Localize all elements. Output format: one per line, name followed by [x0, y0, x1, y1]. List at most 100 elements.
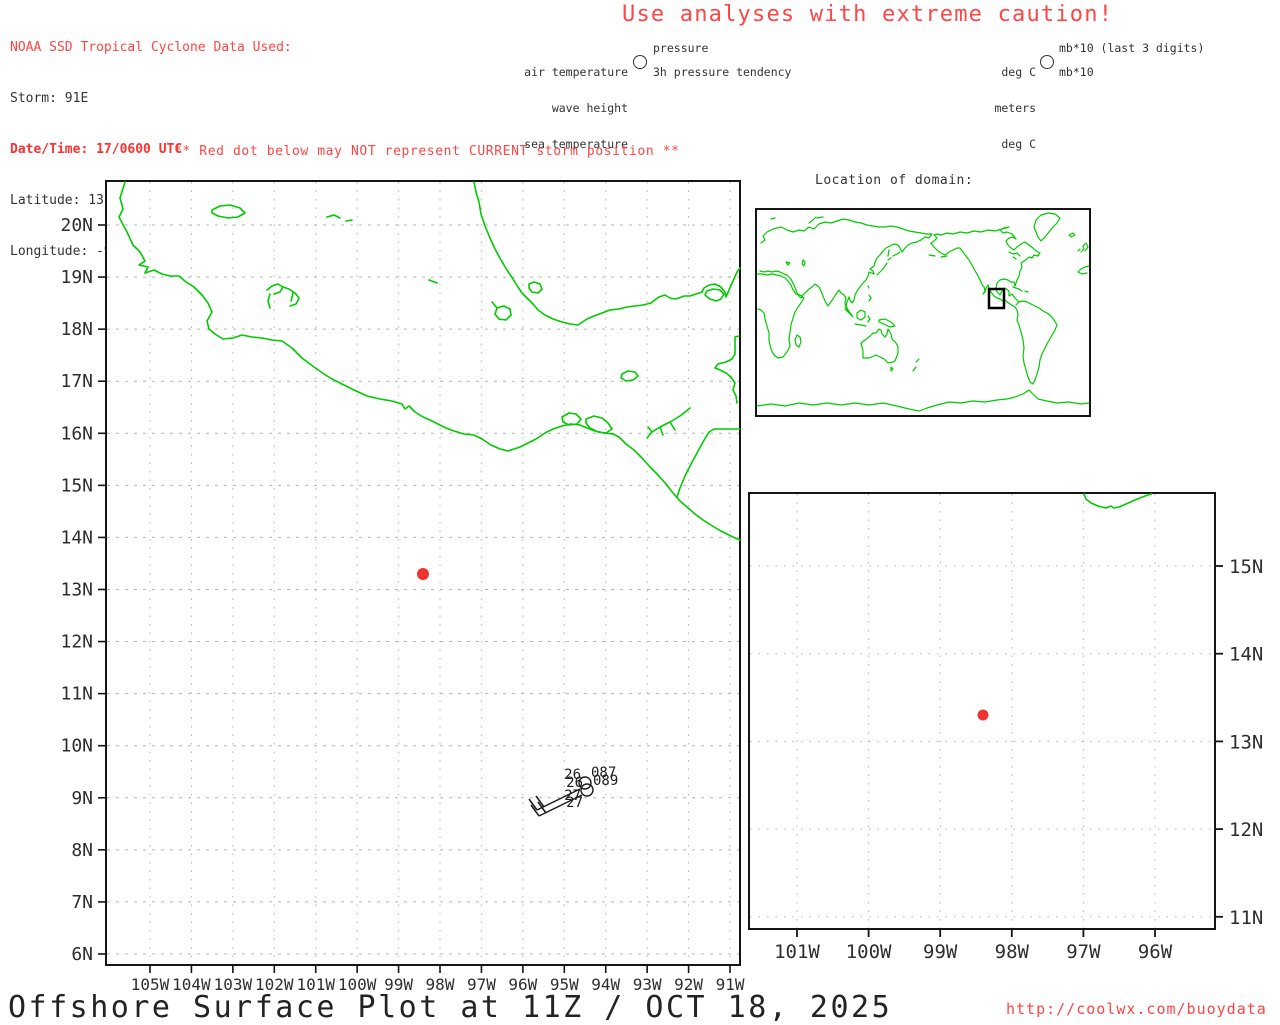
storm-position-warning: ** Red dot below may NOT represent CURRE… — [174, 144, 680, 159]
caribbean-islands — [1012, 286, 1029, 293]
station-circle-1 — [578, 776, 592, 790]
y-tick-label: 11N — [1229, 907, 1263, 929]
noaa-source-line: NOAA SSD Tropical Cyclone Data Used: — [10, 40, 292, 55]
caspian-sea — [785, 259, 806, 267]
x-tick-label: 96W — [508, 975, 537, 994]
y-tick-label: 9N — [71, 788, 93, 809]
legend-air-temperature: air temperature — [524, 65, 628, 79]
y-tick-label: 15N — [1229, 556, 1263, 578]
coastal-lagoon — [528, 281, 543, 294]
gulf-coastline — [473, 181, 741, 326]
legend-pressure: pressure — [653, 41, 709, 55]
y-tick-label: 16N — [60, 423, 93, 444]
y-tick-label: 13N — [1229, 731, 1263, 753]
tiny-lake-dash — [428, 279, 438, 284]
y-tick-label: 6N — [71, 944, 93, 965]
y-tick-label: 7N — [71, 892, 93, 913]
main-map-canvas: 105W 104W 103W 102W 101W 100W 99W 98W 97W 96W 95W 9… — [60, 181, 745, 994]
x-tick-label: 98W — [426, 975, 455, 994]
x-tick-label: 91W — [716, 975, 745, 994]
small-lakes — [326, 214, 353, 222]
legend-degc-top: deg C — [1001, 65, 1036, 79]
indonesia — [844, 285, 896, 328]
north-america-coast — [930, 234, 1016, 308]
x-tick-label: 103W — [214, 975, 253, 994]
x-tick-label: 92W — [674, 975, 703, 994]
y-tick-label: 15N — [60, 475, 93, 496]
x-tick-label: 94W — [591, 975, 620, 994]
station-circle-2 — [580, 783, 594, 797]
x-tick-label: 101W — [296, 975, 335, 994]
x-tick-label: 99W — [384, 975, 413, 994]
zoom-coastline — [1083, 493, 1152, 509]
x-tick-label: 96W — [1138, 941, 1173, 963]
storm-position-dot — [417, 568, 429, 580]
zoom-map-grid: 101W 100W 99W 98W 97W 96W 15N 14N 13N 12N 11N — [750, 494, 1263, 963]
station-sea-temp-2: 27 — [566, 795, 583, 811]
wind-barb — [528, 788, 583, 817]
x-tick-label: 97W — [467, 975, 496, 994]
lake-chiapas — [620, 370, 639, 382]
y-tick-label: 18N — [60, 319, 93, 340]
arctic-islands — [770, 216, 948, 258]
x-tick-label: 104W — [172, 975, 211, 994]
antarctica — [756, 389, 1090, 412]
y-tick-label: 14N — [1229, 644, 1263, 666]
caution-headline: Use analyses with extreme caution! — [622, 2, 1114, 27]
greenland — [1033, 212, 1061, 242]
y-tick-label: 14N — [60, 527, 93, 548]
zoom-map: 101W 100W 99W 98W 97W 96W 15N 14N 13N 12N 11N — [748, 492, 1263, 963]
y-tick-label: 12N — [1229, 819, 1263, 841]
laguna-inferior — [585, 415, 613, 434]
y-tick-label: 17N — [60, 371, 93, 392]
source-url[interactable]: http://coolwx.com/buoydata — [1006, 1000, 1267, 1018]
madagascar — [794, 334, 802, 348]
datetime-line: Date/Time: 17/0600 UTC — [10, 142, 183, 157]
y-tick-label: 13N — [60, 579, 93, 600]
legend-meters: meters — [994, 101, 1036, 115]
east-asia-coast — [759, 233, 933, 316]
storm-id-line: Storm: 91E — [10, 91, 89, 106]
legend-sea-temperature: sea temperature — [524, 137, 628, 151]
world-map-canvas — [756, 212, 1090, 412]
australia — [860, 328, 920, 372]
x-tick-label: 93W — [633, 975, 662, 994]
plot-title: Offshore Surface Plot at 11Z / OCT 18, 2… — [8, 990, 893, 1025]
y-tick-label: 12N — [60, 632, 93, 653]
legend-pressure-tendency: 3h pressure tendency — [653, 65, 792, 79]
laguna-superior — [561, 412, 582, 426]
inset-title: Location of domain: — [815, 173, 974, 188]
x-tick-label: 101W — [774, 941, 820, 963]
zoom-map-canvas: 101W 100W 99W 98W 97W 96W 15N 14N 13N 12N 11N — [750, 493, 1263, 963]
eurasia-arctic-coast — [760, 218, 933, 244]
station-legend-left: air temperature wave height sea temperat… — [470, 42, 628, 162]
border-river-north — [714, 335, 740, 404]
station-sea-temp-1: 27 — [564, 788, 581, 804]
station-circle-icon — [633, 55, 647, 69]
japan — [876, 249, 901, 276]
great-lakes — [1008, 251, 1021, 260]
coastline-mexico — [118, 181, 741, 541]
x-tick-label: 102W — [255, 975, 294, 994]
legend-mb10-bottom: mb*10 — [1059, 65, 1094, 79]
europe-right-edge — [1068, 232, 1090, 275]
zoom-storm-dot — [977, 709, 989, 721]
y-tick-label: 8N — [71, 840, 93, 861]
x-tick-label: 100W — [846, 941, 892, 963]
central-america-gulf — [933, 226, 1041, 303]
laguna-terminos — [704, 288, 725, 302]
x-tick-label: 95W — [550, 975, 579, 994]
world-coastlines — [756, 212, 1090, 412]
world-map — [755, 208, 1091, 417]
units-legend-left: deg C meters deg C — [950, 42, 1036, 162]
y-tick-label: 20N — [60, 215, 93, 236]
south-america-coast — [1014, 300, 1058, 385]
lake-chapala — [211, 204, 246, 219]
y-tick-label: 10N — [60, 736, 93, 757]
station-plot: 26 087 26 089 27 27 — [528, 765, 618, 817]
main-map: 105W 104W 103W 102W 101W 100W 99W 98W 97W 96W 95W 9… — [60, 180, 745, 994]
domain-box — [987, 287, 1006, 310]
x-tick-label: 105W — [131, 975, 170, 994]
main-map-grid: 105W 104W 103W 102W 101W 100W 99W 98W 97W 96W 95W 9… — [60, 182, 745, 994]
y-tick-label: 19N — [60, 267, 93, 288]
